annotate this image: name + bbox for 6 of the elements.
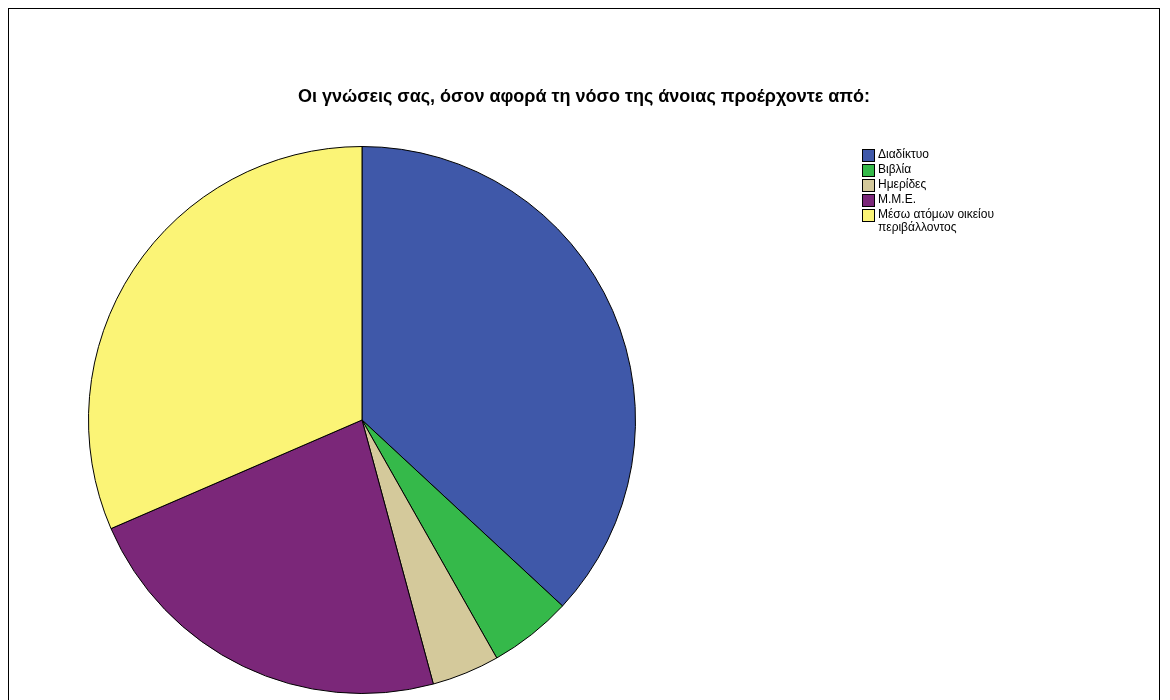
- legend-label: Μέσω ατόμων οικείου περιβάλλοντος: [878, 207, 995, 234]
- legend-label: Μ.Μ.Ε.: [878, 192, 916, 206]
- chart-title: Οι γνώσεις σας, όσον αφορά τη νόσο της άνοιας προέρχοντε από:: [296, 86, 872, 107]
- legend-label: Βιβλία: [878, 162, 912, 176]
- legend-label: Ημερίδες: [878, 177, 927, 191]
- legend-label: Διαδίκτυο: [878, 147, 929, 161]
